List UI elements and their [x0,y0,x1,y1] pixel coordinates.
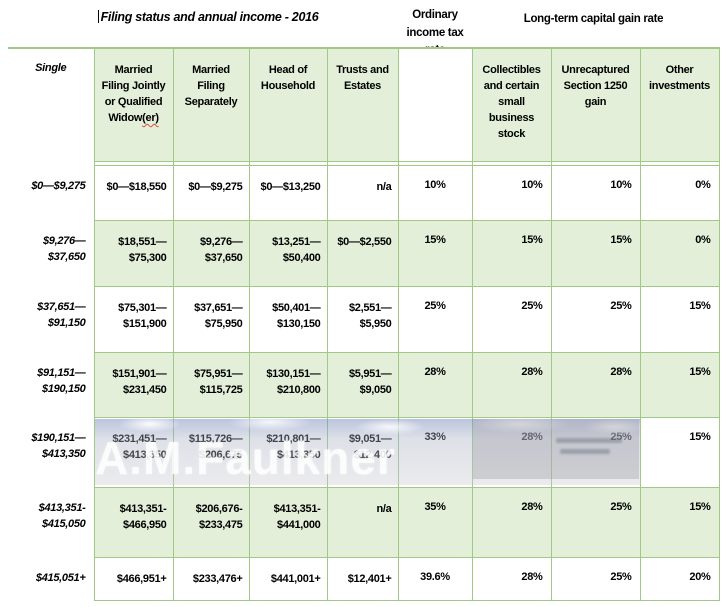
table-cell: 15% [639,416,720,488]
table-cell: 15% [639,285,720,353]
table-cell: $9,276— $37,650 [8,220,94,286]
table-row: $0—$9,275 $0—$18,550 $0—$9,275 $0—$13,25… [8,164,720,221]
tax-rate-table: Single Married Filing Jointly or Qualifi… [8,47,720,601]
table-cell: $233,476+ [172,556,250,601]
table-cell: $0—$2,550 [326,219,399,287]
table-cell: 25% [550,486,641,558]
table-cell: $37,651— $75,950 [172,285,250,353]
header-married-filing-separately: Married Filing Separately [172,47,250,162]
table-row: $415,051+ $466,951+ $233,476+ $441,001+ … [8,556,720,601]
header-collectibles: Collectibles and certain small business … [471,47,552,162]
header-married-filing-jointly: Married Filing Jointly or Qualified Wido… [93,47,174,162]
table-cell: 28% [471,416,552,488]
table-cell: 25% [550,285,641,353]
table-cell: $231,451— $413,350 [93,416,174,488]
table-cell: 15% [471,219,552,287]
gap-cell [639,161,720,165]
header-body-gap-row [8,161,720,165]
table-cell: $75,301— $151,900 [93,285,174,353]
spellcheck-squiggle: (er) [142,112,159,124]
header-ordinary-rate-column [397,47,473,162]
table-cell: $151,901— $231,450 [93,351,174,418]
table-cell: $190,151— $413,350 [8,417,94,487]
table-cell: $0—$13,250 [248,164,328,221]
table-cell: $210,801— $413,350 [248,416,328,488]
table-cell: $91,151— $190,150 [8,352,94,417]
table-header-row: Single Married Filing Jointly or Qualifi… [8,47,720,162]
table-cell: 33% [397,416,473,488]
header-head-of-household: Head of Household [248,47,328,162]
table-cell: $206,676- $233,475 [172,486,250,558]
table-cell: $0—$9,275 [8,165,94,220]
table-cell: 15% [639,486,720,558]
column-group-header-long-term-capital-gain-rate: Long-term capital gain rate [523,13,664,25]
table-row: $413,351- $415,050 $413,351- $466,950 $2… [8,486,720,558]
header-trusts-and-estates: Trusts and Estates [326,47,399,162]
table-cell: $13,251— $50,400 [248,219,328,287]
table-cell: $115,726— $206,675 [172,416,250,488]
header-other-investments: Other investments [639,47,720,162]
table-cell: $2,551— $5,950 [326,285,399,353]
table-cell: 25% [471,285,552,353]
table-cell: $9,051— $12,400 [326,416,399,488]
table-cell: 15% [639,351,720,418]
table-title-text: Filing status and annual income - 2016 [100,10,319,24]
table-cell: 35% [397,486,473,558]
table-cell: $37,651— $91,150 [8,286,94,352]
table-cell: 28% [471,486,552,558]
table-row: $37,651— $91,150 $75,301— $151,900 $37,6… [8,285,720,353]
table-cell: 15% [397,219,473,287]
table-cell: 10% [550,164,641,221]
table-cell: 10% [397,164,473,221]
table-cell: $441,001+ [248,556,328,601]
table-cell: $0—$18,550 [93,164,174,221]
table-cell: 28% [471,351,552,418]
header-unrecaptured-1250: Unrecaptured Section 1250 gain [550,47,641,162]
table-cell: 25% [550,556,641,601]
table-cell: $75,951— $115,725 [172,351,250,418]
table-cell: 15% [550,219,641,287]
table-cell: n/a [326,486,399,558]
table-cell: 20% [639,556,720,601]
table-cell: n/a [326,164,399,221]
table-cell: $18,551— $75,300 [93,219,174,287]
table-row: $91,151— $190,150 $151,901— $231,450 $75… [8,351,720,418]
table-title: Filing status and annual income - 2016 [88,10,328,24]
table-cell: $413,351- $466,950 [93,486,174,558]
table-cell: 0% [639,164,720,221]
header-single: Single [8,47,94,161]
table-cell: $5,951— $9,050 [326,351,399,418]
table-cell: 28% [471,556,552,601]
table-cell: 28% [550,351,641,418]
table-cell: $12,401+ [326,556,399,601]
table-cell: $0—$9,275 [172,164,250,221]
header-married-filing-jointly-text: Married Filing Jointly or Qualified Wido… [101,64,166,124]
table-cell: 0% [639,219,720,287]
table-cell: 10% [471,164,552,221]
table-row: $190,151— $413,350 $231,451— $413,350 $1… [8,416,720,488]
table-cell: 25% [397,285,473,353]
table-cell: $415,051+ [8,557,94,600]
table-cell: 25% [550,416,641,488]
text-cursor-caret [97,10,99,23]
table-cell: $9,276— $37,650 [172,219,250,287]
table-cell: $413,351- $441,000 [248,486,328,558]
table-cell: $130,151— $210,800 [248,351,328,418]
table-cell: $466,951+ [93,556,174,601]
table-cell: 28% [397,351,473,418]
table-cell: $413,351- $415,050 [8,487,94,557]
table-row: $9,276— $37,650 $18,551— $75,300 $9,276—… [8,219,720,287]
table-cell: 39.6% [397,556,473,601]
table-cell: $50,401— $130,150 [248,285,328,353]
